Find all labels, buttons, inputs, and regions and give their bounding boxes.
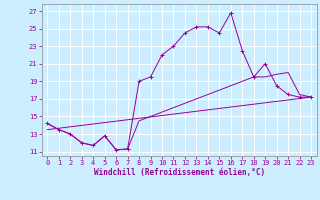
- X-axis label: Windchill (Refroidissement éolien,°C): Windchill (Refroidissement éolien,°C): [94, 168, 265, 177]
